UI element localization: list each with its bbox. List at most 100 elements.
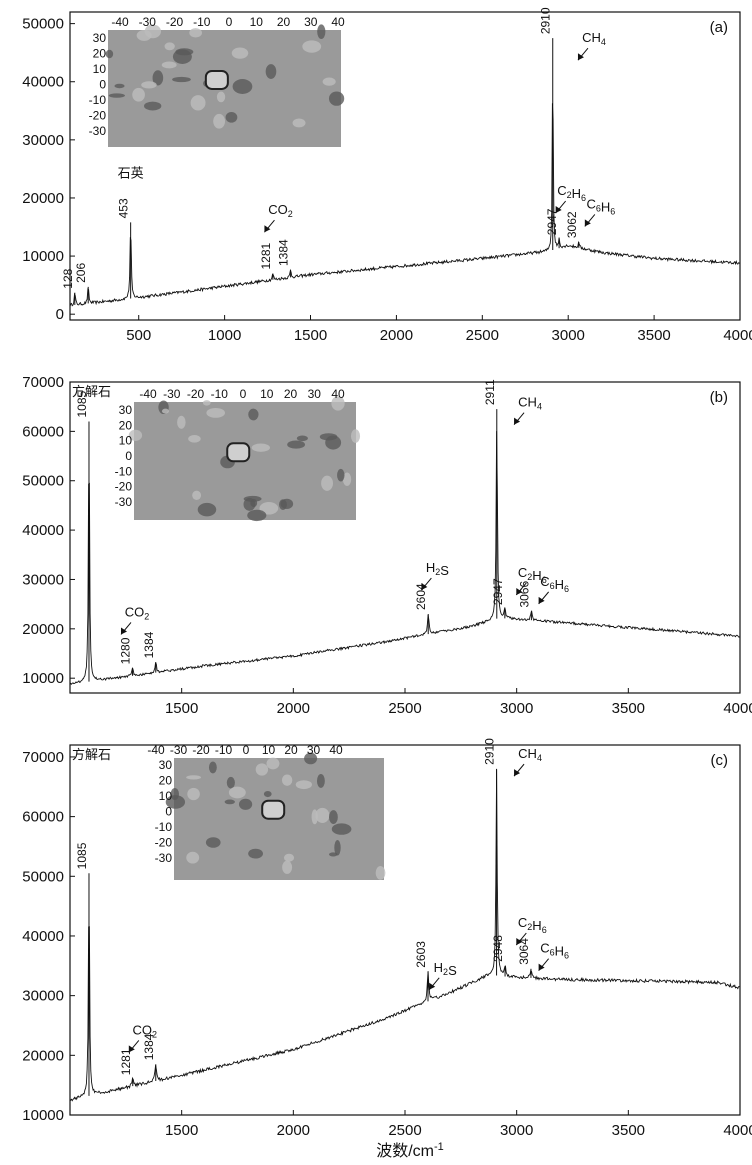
inset-x-tick-label: 0	[240, 387, 247, 401]
inset-inclusion	[280, 498, 294, 510]
inset-inclusion	[243, 495, 262, 502]
annotation-c2h6: C2H6	[557, 183, 586, 203]
annotation-arrowhead	[121, 627, 127, 635]
y-tick-label: 60000	[22, 423, 64, 440]
peak-label-2911: 2911	[483, 379, 497, 405]
x-axis-label: 波数/cm-1	[376, 1141, 444, 1160]
inset-inclusion	[255, 763, 269, 776]
annotation-arrowhead	[516, 587, 523, 595]
peak-label-3064: 3064	[517, 938, 531, 965]
inset-inclusion	[287, 440, 306, 449]
panel-label: (b)	[710, 389, 728, 406]
y-tick-label: 30000	[22, 132, 64, 149]
inset-inclusion	[315, 807, 330, 823]
peak-label-2604: 2604	[414, 583, 428, 610]
inset-x-tick-label: -10	[211, 387, 229, 401]
peak-label-2603: 2603	[414, 941, 428, 968]
x-tick-label: 1000	[208, 327, 241, 344]
inset-y-tick-label: 0	[99, 78, 106, 92]
inset-x-tick-label: -40	[139, 387, 157, 401]
spectrum-line	[69, 769, 741, 1102]
inset-y-tick-label: 20	[93, 47, 107, 61]
inset-y-tick-label: -30	[89, 124, 107, 138]
inset-y-tick-label: 10	[119, 434, 133, 448]
inset-inclusion	[263, 790, 272, 798]
inset-inclusion	[292, 118, 306, 128]
x-tick-label: 1500	[294, 327, 327, 344]
peak-label-2948: 2948	[491, 935, 505, 962]
inset-y-tick-label: -10	[89, 93, 107, 107]
inset-inclusion	[283, 853, 295, 862]
inset-y-tick-label: -20	[115, 480, 133, 494]
inset-x-tick-label: 10	[262, 743, 276, 757]
inset-inclusion	[197, 502, 217, 517]
inset-inclusion	[251, 443, 271, 452]
x-tick-label: 3000	[552, 327, 585, 344]
inset-y-tick-label: 30	[159, 758, 173, 772]
inset-x-tick-label: 40	[331, 387, 345, 401]
inset-x-tick-label: -20	[192, 743, 210, 757]
annotation-c6h6: C6H6	[586, 196, 615, 216]
x-tick-label: 3500	[612, 700, 645, 717]
y-tick-label: 70000	[22, 749, 64, 766]
peak-label-2947: 2947	[491, 578, 505, 605]
inset-inclusion	[165, 795, 186, 809]
annotation-co2: CO2	[125, 604, 150, 621]
inset-inclusion	[334, 840, 341, 856]
inset-inclusion	[247, 509, 267, 522]
inset-inclusion	[226, 776, 235, 789]
panel-label: (a)	[710, 19, 728, 36]
inset-inclusion	[281, 774, 293, 786]
y-tick-label: 20000	[22, 190, 64, 207]
inset-inclusion	[205, 837, 221, 848]
x-tick-label: 2500	[466, 327, 499, 344]
peak-label-1085: 1085	[75, 390, 89, 417]
peak-label-1280: 1280	[119, 637, 133, 664]
inset-x-tick-label: -20	[166, 15, 184, 29]
inset-inclusion	[248, 848, 263, 859]
inset-y-tick-label: 10	[159, 789, 173, 803]
inset-inclusion	[317, 24, 326, 40]
inset-y-tick-label: 30	[119, 403, 133, 417]
inset-target-inclusion	[226, 442, 251, 463]
x-tick-label: 4000	[723, 1122, 752, 1139]
inset-x-tick-label: 0	[226, 15, 233, 29]
annotation-arrowhead	[538, 596, 545, 604]
inset-y-tick-label: -30	[115, 495, 133, 509]
inset-inclusion	[265, 64, 277, 79]
inset-inclusion	[144, 101, 162, 111]
x-tick-label: 2500	[388, 700, 421, 717]
inset-inclusion	[248, 408, 259, 421]
annotation-h2s: H2S	[426, 560, 449, 578]
mineral-label: 方解石	[72, 747, 111, 762]
inset-inclusion	[141, 81, 157, 89]
inset-inclusion	[342, 472, 352, 486]
peak-label-1384: 1384	[142, 631, 156, 658]
peak-label-128: 128	[61, 268, 75, 288]
peak-label-2947: 2947	[545, 208, 559, 235]
inset-x-tick-label: -30	[139, 15, 157, 29]
inset-x-tick-label: 10	[250, 15, 264, 29]
annotation-arrowhead	[555, 206, 562, 214]
inset-inclusion	[170, 787, 180, 800]
y-tick-label: 50000	[22, 868, 64, 885]
inset-inclusion	[177, 415, 186, 429]
inset-inclusion	[225, 111, 238, 123]
inset-x-tick-label: 40	[329, 743, 343, 757]
y-tick-label: 40000	[22, 74, 64, 91]
peak-label-206: 206	[74, 263, 88, 283]
inset-x-tick-label: -10	[193, 15, 211, 29]
y-tick-label: 70000	[22, 374, 64, 391]
inset-x-tick-label: 20	[284, 743, 298, 757]
inset-inclusion	[304, 752, 318, 765]
inset-target-inclusion	[204, 69, 229, 90]
inset-y-tick-label: 30	[93, 31, 107, 45]
inset-inclusion	[311, 809, 318, 825]
inset-inclusion	[331, 396, 345, 411]
inset-inclusion	[202, 400, 211, 406]
y-tick-label: 40000	[22, 522, 64, 539]
